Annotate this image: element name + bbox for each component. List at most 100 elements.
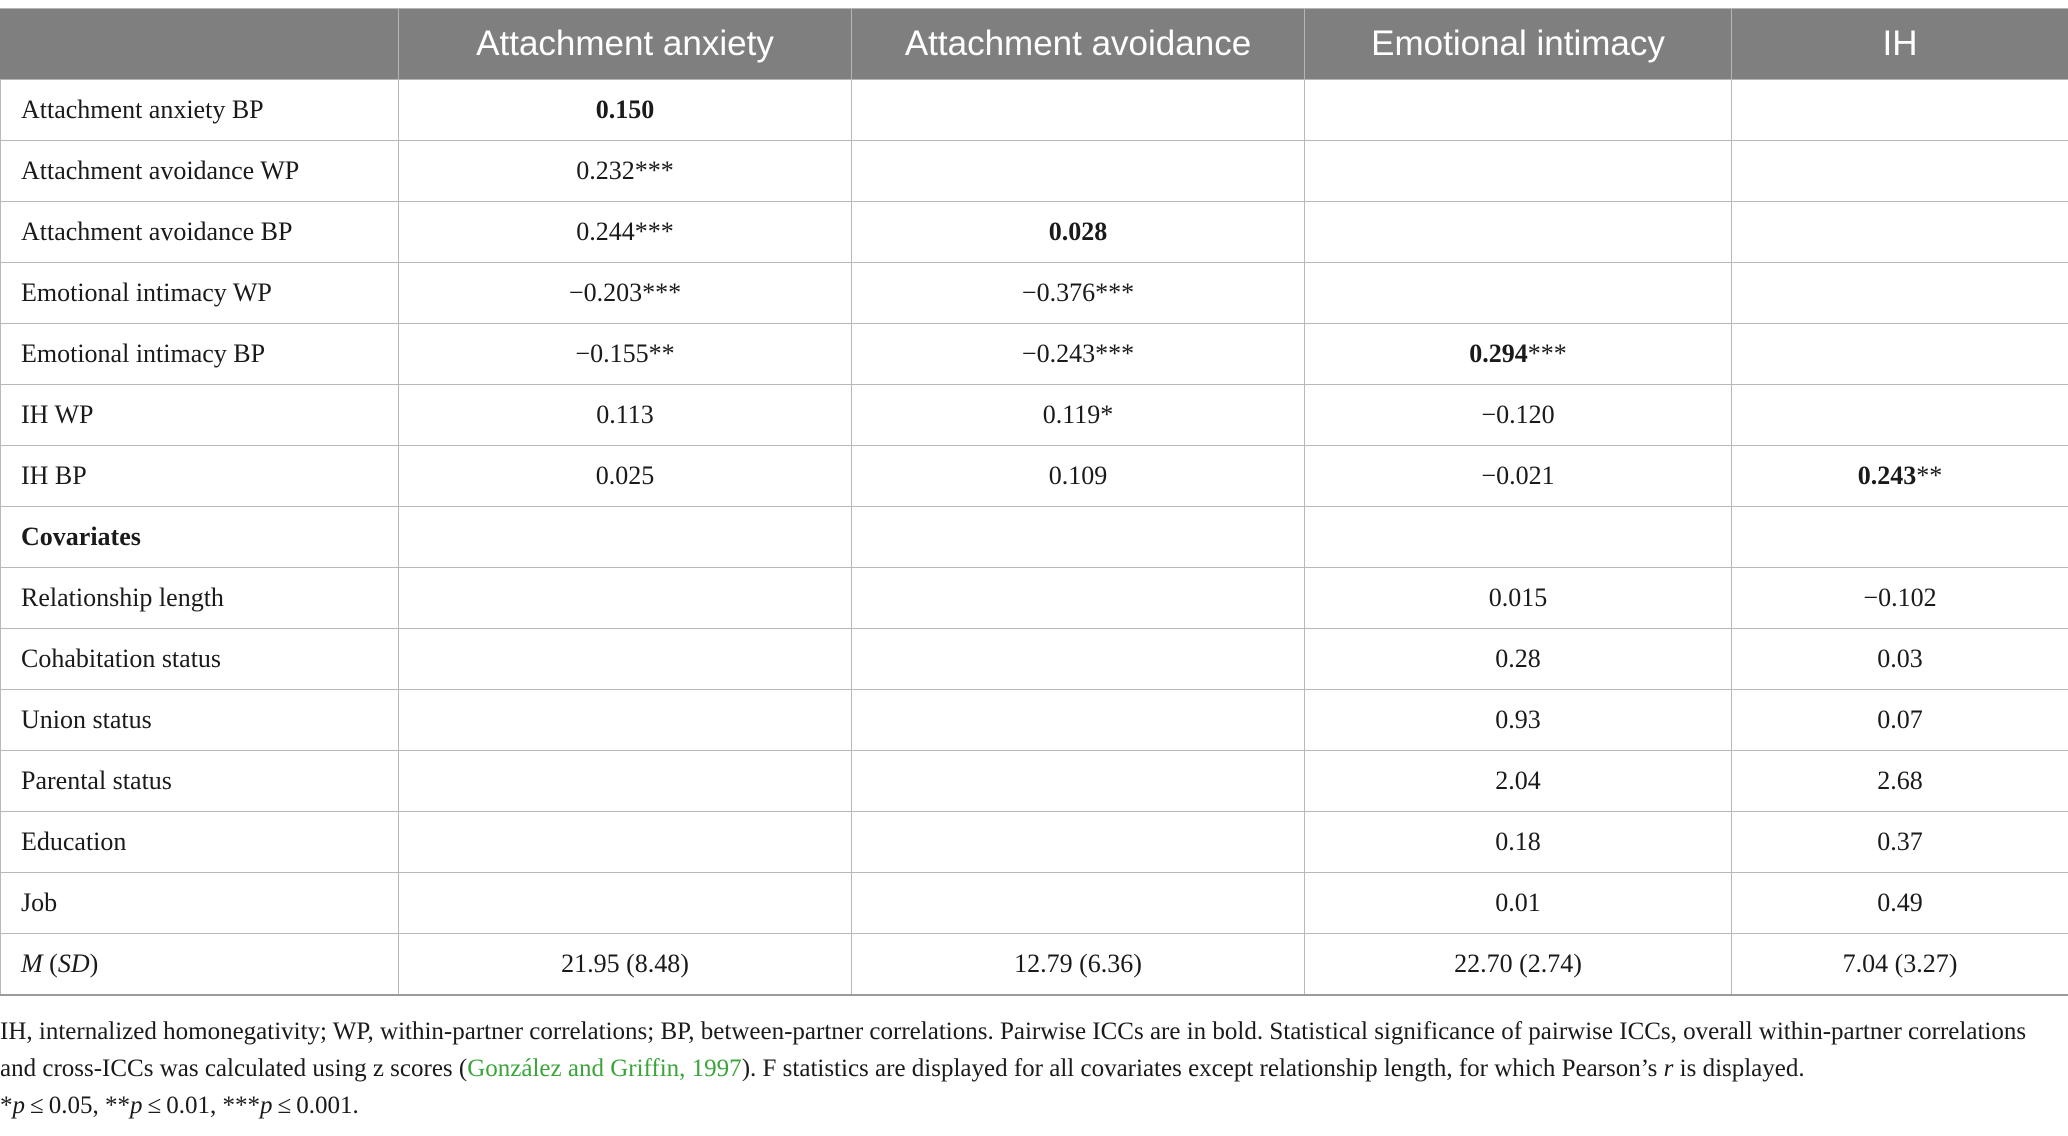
sig-rest-1: ≤ 0.05, — [25, 1092, 105, 1119]
cell-value: 0.025 — [595, 461, 655, 490]
cell-value: 0.119* — [1042, 400, 1114, 429]
cell-emotional-intimacy: 0.93 — [1304, 689, 1732, 751]
cell-value: 0.015 — [1488, 583, 1548, 612]
cell-value: 0.244*** — [576, 217, 674, 246]
cell-value: 0.49 — [1877, 888, 1923, 917]
table-row: Education 0.18 0.37 — [0, 811, 2068, 873]
sig-star-2: ** — [104, 1092, 130, 1119]
footnote-text: IH, internalized homonegativity; WP, wit… — [0, 1013, 2060, 1087]
table-row: Covariates — [0, 506, 2068, 568]
table-row: Parental status 2.04 2.68 — [0, 750, 2068, 812]
cell-attachment-anxiety: −0.203*** — [398, 262, 852, 324]
table-row-summary: M (SD) 21.95 (8.48) 12.79 (6.36) 22.70 (2.7… — [0, 933, 2068, 996]
cell-emotional-intimacy — [1304, 262, 1732, 324]
cell-attachment-anxiety: 0.025 — [398, 445, 852, 507]
cell-attachment-anxiety: −0.155** — [398, 323, 852, 385]
cell-attachment-avoidance: 0.028 — [851, 201, 1305, 263]
cell-value: 0.150 — [595, 95, 655, 124]
cell-emotional-intimacy: 0.294*** — [1304, 323, 1732, 385]
cell-attachment-avoidance: −0.243*** — [851, 323, 1305, 385]
row-label-covariates: Covariates — [0, 506, 399, 568]
mean-sd-label-part: M — [21, 949, 43, 978]
cell-attachment-anxiety: 0.150 — [398, 79, 852, 141]
row-label-attachment-avoidance-bp: Attachment avoidance BP — [0, 201, 399, 263]
table-row: IH BP 0.025 0.109 −0.021 0.243** — [0, 445, 2068, 507]
sig-p-2: p — [129, 1092, 143, 1119]
cell-significance: ** — [1916, 461, 1943, 490]
cell-attachment-avoidance — [851, 872, 1305, 934]
table-row: Emotional intimacy WP −0.203*** −0.376*** — [0, 262, 2068, 324]
citation-link[interactable]: González and Griffin, 1997 — [467, 1055, 742, 1082]
cell-ih: 0.03 — [1731, 628, 2068, 690]
table-row: Attachment anxiety BP 0.150 — [0, 79, 2068, 141]
correlation-table: Attachment anxiety Attachment avoidance … — [0, 8, 2068, 996]
cell-attachment-anxiety — [398, 628, 852, 690]
cell-value: 0.113 — [596, 400, 654, 429]
cell-attachment-avoidance — [851, 628, 1305, 690]
cell-ih: 0.49 — [1731, 872, 2068, 934]
cell-attachment-avoidance — [851, 506, 1305, 568]
cell-emotional-intimacy: −0.021 — [1304, 445, 1732, 507]
row-label-union-status: Union status — [0, 689, 399, 751]
cell-attachment-anxiety: 0.232*** — [398, 140, 852, 202]
cell-significance: *** — [1527, 339, 1567, 368]
cell-emotional-intimacy — [1304, 201, 1732, 263]
row-label-education: Education — [0, 811, 399, 873]
row-label-parental-status: Parental status — [0, 750, 399, 812]
cell-attachment-avoidance — [851, 567, 1305, 629]
cell-value: 0.109 — [1048, 461, 1108, 490]
cell-ih — [1731, 140, 2068, 202]
cell-emotional-intimacy: −0.120 — [1304, 384, 1732, 446]
cell-emotional-intimacy — [1304, 140, 1732, 202]
row-label-relationship-length: Relationship length — [0, 567, 399, 629]
summary-attachment-anxiety: 21.95 (8.48) — [398, 933, 852, 996]
table-row: Relationship length 0.015 −0.102 — [0, 567, 2068, 629]
table-body: Attachment anxiety BP 0.150 Attachment avo… — [0, 79, 2068, 996]
cell-attachment-avoidance — [851, 689, 1305, 751]
sig-p-3: p — [259, 1092, 273, 1119]
cell-attachment-anxiety — [398, 811, 852, 873]
sig-star-1: * — [0, 1092, 13, 1119]
cell-value: −0.120 — [1481, 400, 1555, 429]
cell-ih — [1731, 262, 2068, 324]
cell-emotional-intimacy: 0.015 — [1304, 567, 1732, 629]
cell-emotional-intimacy: 0.28 — [1304, 628, 1732, 690]
table-row: IH WP 0.113 0.119* −0.120 — [0, 384, 2068, 446]
cell-attachment-avoidance — [851, 79, 1305, 141]
cell-attachment-avoidance — [851, 811, 1305, 873]
cell-value: 0.01 — [1495, 888, 1541, 917]
sig-p-1: p — [12, 1092, 26, 1119]
cell-attachment-anxiety — [398, 506, 852, 568]
table-row: Emotional intimacy BP −0.155** −0.243*** 0.… — [0, 323, 2068, 385]
cell-attachment-anxiety — [398, 750, 852, 812]
row-label-attachment-avoidance-wp: Attachment avoidance WP — [0, 140, 399, 202]
cell-value: −0.021 — [1481, 461, 1555, 490]
cell-value: 0.28 — [1495, 644, 1541, 673]
cell-value: 0.294 — [1469, 339, 1528, 368]
cell-emotional-intimacy — [1304, 506, 1732, 568]
cell-value: 0.232*** — [576, 156, 674, 185]
cell-value: −0.376*** — [1021, 278, 1135, 307]
summary-ih: 7.04 (3.27) — [1731, 933, 2068, 996]
cell-ih: −0.102 — [1731, 567, 2068, 629]
cell-emotional-intimacy — [1304, 79, 1732, 141]
cell-ih — [1731, 79, 2068, 141]
cell-attachment-anxiety — [398, 872, 852, 934]
row-label-attachment-anxiety-bp: Attachment anxiety BP — [0, 79, 399, 141]
row-label-mean-sd: M (SD) — [0, 933, 399, 996]
cell-value: −0.155** — [575, 339, 675, 368]
table-row: Attachment avoidance WP 0.232*** — [0, 140, 2068, 202]
cell-value: 0.243 — [1857, 461, 1917, 490]
cell-value: 0.37 — [1877, 827, 1923, 856]
footnote-r: r — [1663, 1055, 1674, 1082]
header-row: Attachment anxiety Attachment avoidance … — [0, 8, 2068, 80]
cell-ih: 0.243** — [1731, 445, 2068, 507]
sig-rest-2: ≤ 0.01, — [142, 1092, 223, 1119]
significance-legend: *p ≤ 0.05, **p ≤ 0.01, ***p ≤ 0.001. — [0, 1087, 2060, 1124]
header-emotional-intimacy: Emotional intimacy — [1304, 8, 1732, 80]
row-label-cohabitation-status: Cohabitation status — [0, 628, 399, 690]
row-label-emotional-intimacy-wp: Emotional intimacy WP — [0, 262, 399, 324]
cell-attachment-avoidance: 0.119* — [851, 384, 1305, 446]
cell-emotional-intimacy: 2.04 — [1304, 750, 1732, 812]
header-attachment-avoidance: Attachment avoidance — [851, 8, 1305, 80]
